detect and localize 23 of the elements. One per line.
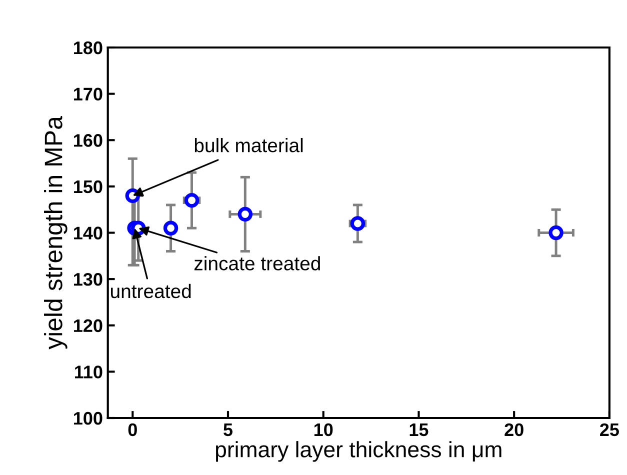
point bbox=[548, 225, 564, 240]
y-axis-title: yield strength in MPa bbox=[44, 116, 68, 350]
y-tick-label: 160 bbox=[74, 134, 102, 147]
x-tick-label: 5 bbox=[224, 424, 233, 436]
x-tick-label: 15 bbox=[410, 424, 428, 436]
annotation: bulk material bbox=[194, 138, 303, 152]
x-tick-label: 0 bbox=[128, 423, 137, 436]
y-tick-label: 130 bbox=[74, 272, 102, 286]
x-tick-label: 10 bbox=[314, 423, 333, 436]
y-tick-label: 180 bbox=[74, 41, 102, 54]
point bbox=[163, 220, 178, 236]
x-tick-label: 25 bbox=[600, 423, 619, 436]
y-tick-label: 120 bbox=[74, 319, 102, 332]
x-tick-label: 20 bbox=[504, 423, 524, 436]
y-tick-label: 100 bbox=[74, 412, 102, 425]
y-tick-label: 110 bbox=[74, 366, 102, 378]
point bbox=[238, 206, 253, 222]
annotation: untreated bbox=[111, 284, 191, 298]
y-tick-label: 150 bbox=[74, 180, 102, 194]
annotation: zincate treated bbox=[194, 256, 320, 270]
y-tick-label: 170 bbox=[74, 88, 102, 101]
x-axis-title: primary layer thickness in μm bbox=[216, 441, 502, 462]
y-tick-label: 140 bbox=[74, 226, 102, 240]
